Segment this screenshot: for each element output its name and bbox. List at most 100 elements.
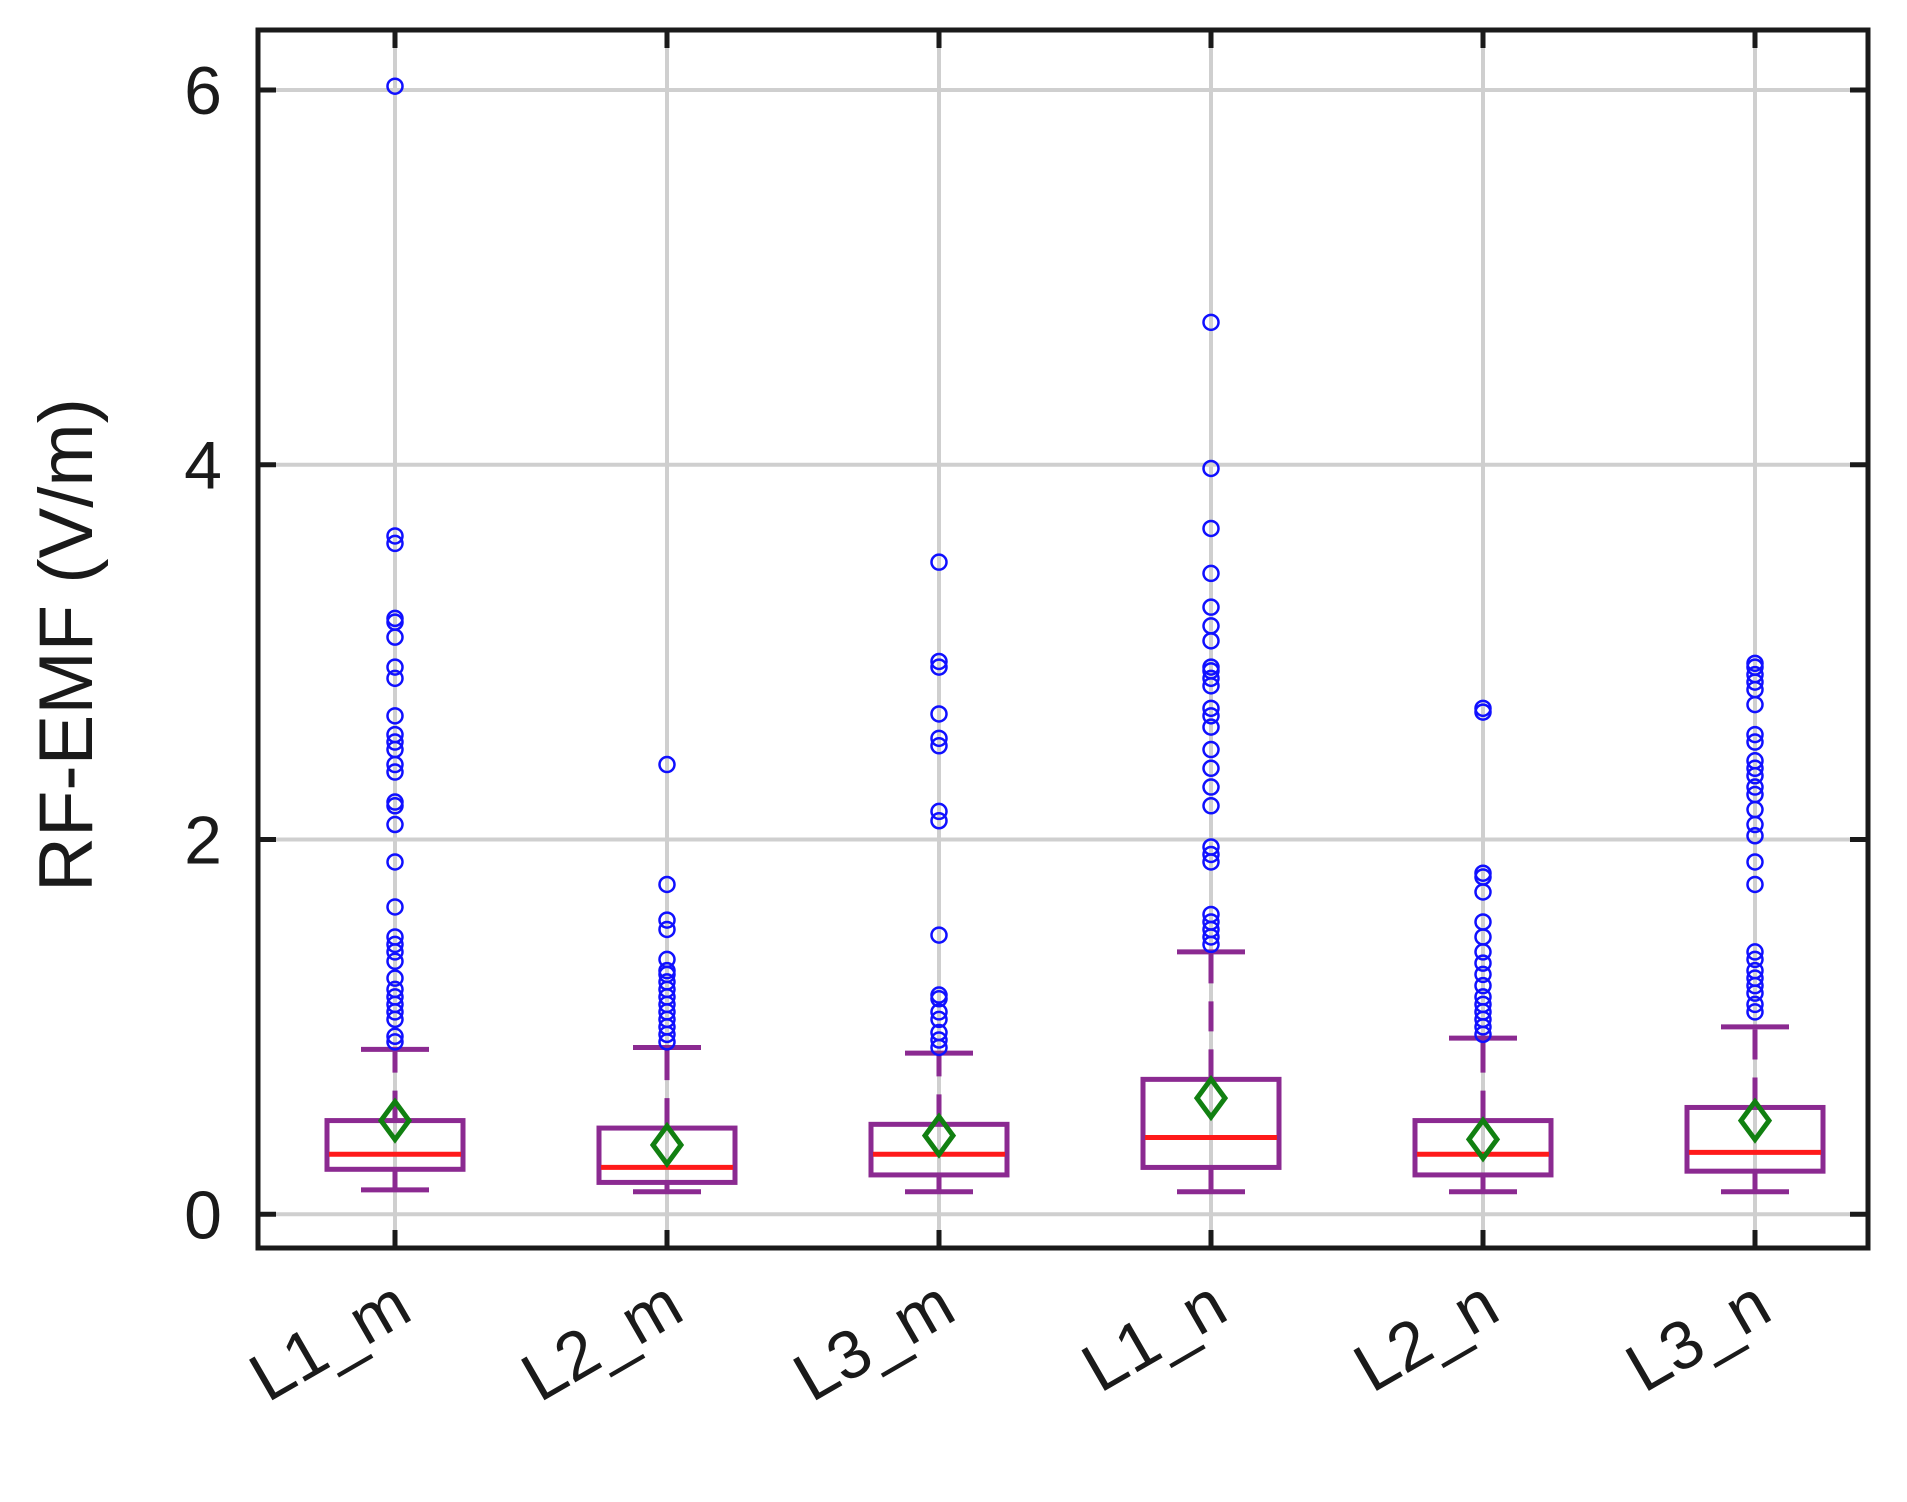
axes: 0 2 4 6 L1_m L2_m L3_m L1_n L2_n L3_n	[184, 27, 1871, 1416]
iqr-box	[324, 1118, 466, 1172]
outlier-point	[658, 973, 676, 991]
y-tick-label: 6	[184, 53, 222, 129]
box-group-L2_m	[596, 755, 738, 1195]
plot-marks	[324, 77, 1826, 1195]
outlier-point	[1474, 976, 1492, 995]
outlier-point	[658, 755, 676, 774]
outlier-point	[1474, 864, 1492, 882]
outlier-point	[930, 1003, 948, 1021]
outlier-point	[1746, 654, 1764, 673]
outlier-point	[1474, 954, 1492, 972]
outlier-point	[386, 988, 404, 1006]
iqr-box	[1684, 1104, 1826, 1174]
outlier-point	[930, 1023, 948, 1042]
outlier-point	[1474, 988, 1492, 1006]
x-category-label: L3_n	[1613, 1265, 1782, 1406]
grid-lines	[258, 30, 1868, 1248]
outlier-point	[1202, 913, 1220, 931]
outlier-point	[1474, 699, 1492, 718]
outlier-point	[930, 1010, 948, 1029]
outlier-point	[1746, 725, 1764, 744]
outlier-point	[386, 77, 404, 95]
outlier-point	[1746, 733, 1764, 751]
outlier-point	[1746, 853, 1764, 871]
outlier-point	[1746, 752, 1764, 770]
outlier-point	[658, 950, 676, 969]
outlier-point	[386, 952, 404, 971]
outlier-point	[1202, 838, 1220, 856]
outlier-point	[1746, 995, 1764, 1014]
outlier-point	[1746, 665, 1764, 684]
outlier-point	[1202, 519, 1220, 538]
outlier-point	[1746, 1003, 1764, 1021]
outlier-point	[1202, 699, 1220, 718]
outlier-point	[1474, 913, 1492, 931]
outlier-point	[386, 898, 404, 916]
outlier-point	[930, 986, 948, 1004]
outlier-point	[1202, 905, 1220, 924]
outlier-point	[386, 609, 404, 628]
outlier-point	[386, 733, 404, 751]
outlier-point	[386, 725, 404, 744]
x-category-label: L2_m	[509, 1265, 694, 1416]
outlier-point	[1202, 845, 1220, 864]
outlier-point	[1202, 797, 1220, 815]
outlier-point	[930, 658, 948, 676]
outlier-point	[1746, 785, 1764, 804]
outlier-point	[930, 705, 948, 723]
mean-marker	[377, 1097, 413, 1144]
x-category-label: L1_m	[237, 1265, 422, 1416]
plot-frame	[255, 27, 1871, 1251]
outlier-point	[386, 1033, 404, 1051]
iqr-box	[868, 1121, 1010, 1178]
outlier-point	[386, 707, 404, 725]
outlier-point	[930, 926, 948, 944]
outlier-point	[386, 669, 404, 688]
box-group-L1_n	[1140, 313, 1282, 1195]
box-group-L3_m	[868, 553, 1010, 1195]
outlier-point	[386, 763, 404, 781]
outlier-point	[1746, 961, 1764, 980]
x-category-label: L2_n	[1341, 1265, 1510, 1406]
box-group-L3_n	[1684, 654, 1826, 1195]
outlier-point	[1202, 459, 1220, 478]
outlier-point	[658, 911, 676, 929]
outlier-point	[1202, 658, 1220, 676]
mean-marker	[1737, 1097, 1773, 1144]
mean-marker	[1465, 1116, 1501, 1163]
outlier-point	[1202, 313, 1220, 332]
mean-marker	[921, 1112, 957, 1159]
outlier-point	[386, 658, 404, 676]
y-axis-title: RF-EMF (V/m)	[24, 398, 109, 892]
outlier-point	[386, 527, 404, 545]
outlier-point	[1746, 827, 1764, 845]
mean-marker	[649, 1121, 685, 1169]
outlier-point	[1202, 759, 1220, 778]
outlier-point	[1746, 969, 1764, 987]
outlier-point	[386, 534, 404, 553]
y-tick-label: 4	[184, 428, 222, 504]
outlier-point	[386, 969, 404, 987]
mean-marker	[1193, 1074, 1229, 1122]
outlier-point	[930, 812, 948, 830]
outlier-point	[930, 802, 948, 821]
outlier-point	[386, 1027, 404, 1046]
outlier-point	[1202, 564, 1220, 583]
outlier-point	[930, 652, 948, 671]
outlier-point	[1746, 943, 1764, 961]
x-category-label: L1_n	[1069, 1265, 1238, 1406]
outlier-point	[930, 553, 948, 571]
y-tick-label: 2	[184, 803, 222, 879]
outlier-point	[1746, 778, 1764, 796]
box-group-L1_m	[324, 77, 466, 1193]
outlier-point	[1202, 778, 1220, 796]
outlier-point	[1202, 669, 1220, 688]
outlier-point	[386, 815, 404, 834]
outlier-point	[930, 1031, 948, 1049]
outlier-point	[1202, 707, 1220, 725]
box-group-L2_n	[1412, 699, 1554, 1195]
outlier-point	[930, 737, 948, 755]
outlier-point	[1202, 617, 1220, 635]
